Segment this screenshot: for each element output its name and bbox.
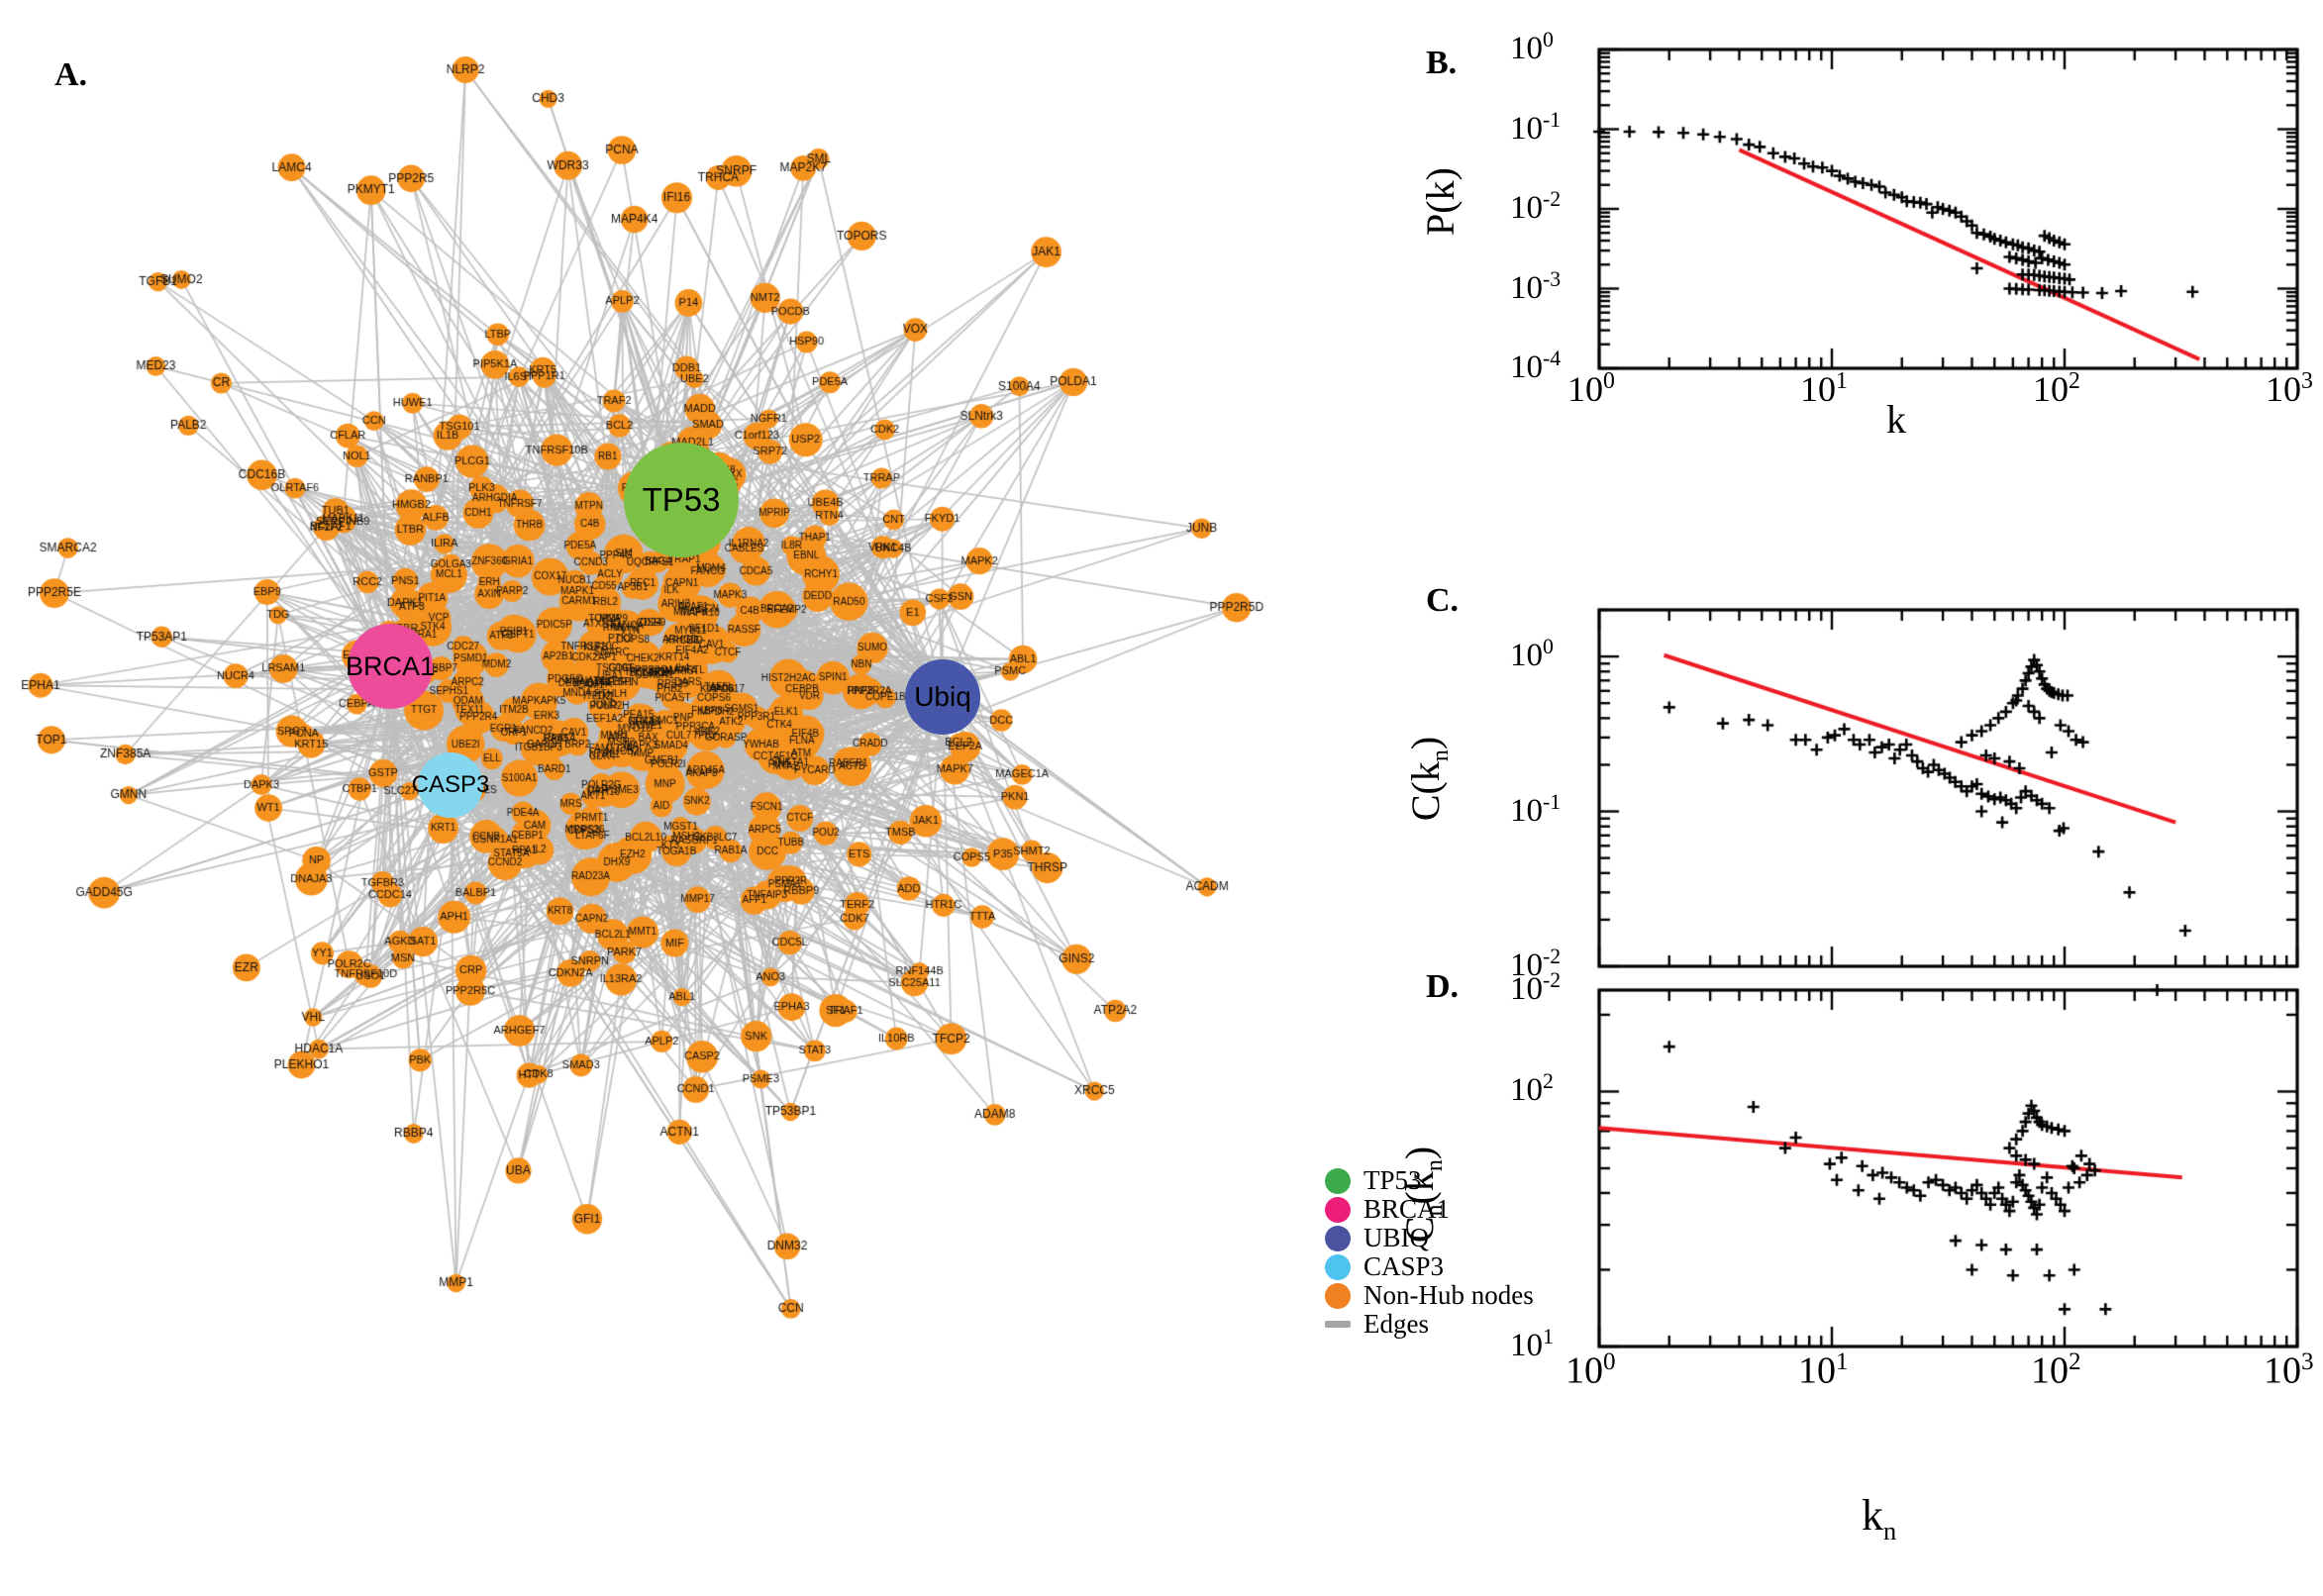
node-swatch-icon [1325, 1225, 1351, 1251]
panel-c-ytick: 10-1 [1510, 789, 1562, 829]
node-swatch-icon [1325, 1196, 1351, 1223]
panel-d-xtick: 101 [1798, 1348, 1849, 1392]
panel-d-ytick-top: 10-2 [1510, 968, 1562, 1007]
node-swatch-icon [1325, 1282, 1351, 1309]
panel-d-ytick: 102 [1510, 1069, 1554, 1109]
legend-label: TP53 [1364, 1165, 1422, 1195]
legend-item-edges: Edges [1325, 1309, 1543, 1339]
panel-b-xtick: 100 [1567, 368, 1615, 409]
hub-node-casp3[interactable]: CASP3 [412, 752, 489, 818]
node-swatch-icon [1325, 1253, 1351, 1280]
panel-b-xtick: 102 [2033, 368, 2080, 409]
panel-b-ytick: 10-1 [1510, 107, 1562, 147]
hub-node-tp53[interactable]: TP53 [624, 443, 739, 557]
panel-b-xlabel: k [1886, 397, 1906, 442]
panel-c-canvas [1426, 574, 2317, 970]
legend-label: UBIQ [1364, 1223, 1429, 1252]
panel-d-xlabel: kn [1862, 1491, 1897, 1546]
panel-b-xtick: 101 [1800, 368, 1848, 409]
node-swatch-icon [1325, 1167, 1351, 1194]
panel-d-canvas [1426, 950, 2317, 1366]
panel-d-ytick: 101 [1510, 1325, 1554, 1363]
panel-d-xtick: 100 [1566, 1348, 1616, 1392]
panel-b-ytick: 10-4 [1510, 347, 1562, 385]
panel-d-xtick: 103 [2264, 1348, 2314, 1392]
hub-node-ubiq[interactable]: Ubiq [905, 659, 980, 735]
panel-b-xtick: 103 [2266, 368, 2313, 409]
panel-b-canvas [1426, 20, 2317, 396]
network-graph-canvas[interactable] [0, 0, 1406, 1596]
legend-item-tp53: TP53 [1325, 1165, 1543, 1195]
panel-b-ytick: 10-2 [1510, 187, 1562, 226]
panel-b-ytick: 10-3 [1510, 266, 1562, 306]
hub-node-brca1[interactable]: BRCA1 [346, 624, 435, 709]
panel-b-ytick: 100 [1510, 28, 1554, 66]
panel-c-ytick: 100 [1510, 635, 1554, 674]
panel-d-xtick: 102 [2031, 1348, 2081, 1392]
legend-item-ubiq: UBIQ [1325, 1223, 1543, 1252]
legend-label: Edges [1364, 1309, 1429, 1339]
edge-swatch-icon [1325, 1321, 1351, 1328]
